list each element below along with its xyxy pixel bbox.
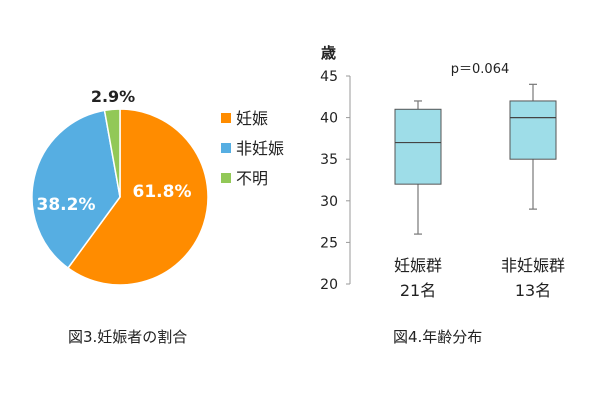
box-caption: 図4.年齢分布	[393, 328, 482, 346]
y-tick-label-5: 45	[320, 69, 338, 85]
y-tick-label-0: 20	[320, 277, 338, 293]
legend-label-1: 非妊娠	[236, 139, 284, 158]
pie-chart: 61.8% 38.2% 2.9%	[31, 87, 209, 286]
legend-label-0: 妊娠	[236, 109, 268, 128]
pie-data-label-2: 2.9%	[91, 87, 135, 106]
group-count-1: 13名	[515, 281, 551, 300]
group-count-0: 21名	[400, 281, 436, 300]
y-tick-label-2: 30	[320, 194, 338, 210]
pie-data-label-0: 61.8%	[133, 182, 192, 202]
group-label-0: 妊娠群	[394, 256, 442, 275]
pie-slice-2	[103, 108, 121, 198]
y-tick-label-4: 40	[320, 111, 338, 127]
box-plot: 歳 p＝0.064 20 25 30 35 40 45 妊娠群 21名 非妊娠群 13名	[320, 44, 565, 300]
legend-label-2: 不明	[236, 169, 268, 188]
group-label-1: 非妊娠群	[501, 256, 565, 275]
y-tick-label-1: 25	[320, 235, 338, 251]
legend-swatch-2	[221, 173, 231, 183]
legend-swatch-0	[221, 113, 231, 123]
box-ylabel: 歳	[321, 44, 336, 62]
pie-caption: 図3.妊娠者の割合	[68, 328, 187, 346]
box-0	[394, 108, 442, 185]
legend-swatch-1	[221, 143, 231, 153]
pie-slice-0	[66, 108, 209, 286]
pie-slice-1	[31, 109, 121, 270]
y-tick-label-3: 35	[320, 152, 338, 168]
pie-data-label-1: 38.2%	[37, 195, 96, 215]
box-1	[509, 100, 557, 160]
box-annotation: p＝0.064	[451, 62, 509, 77]
